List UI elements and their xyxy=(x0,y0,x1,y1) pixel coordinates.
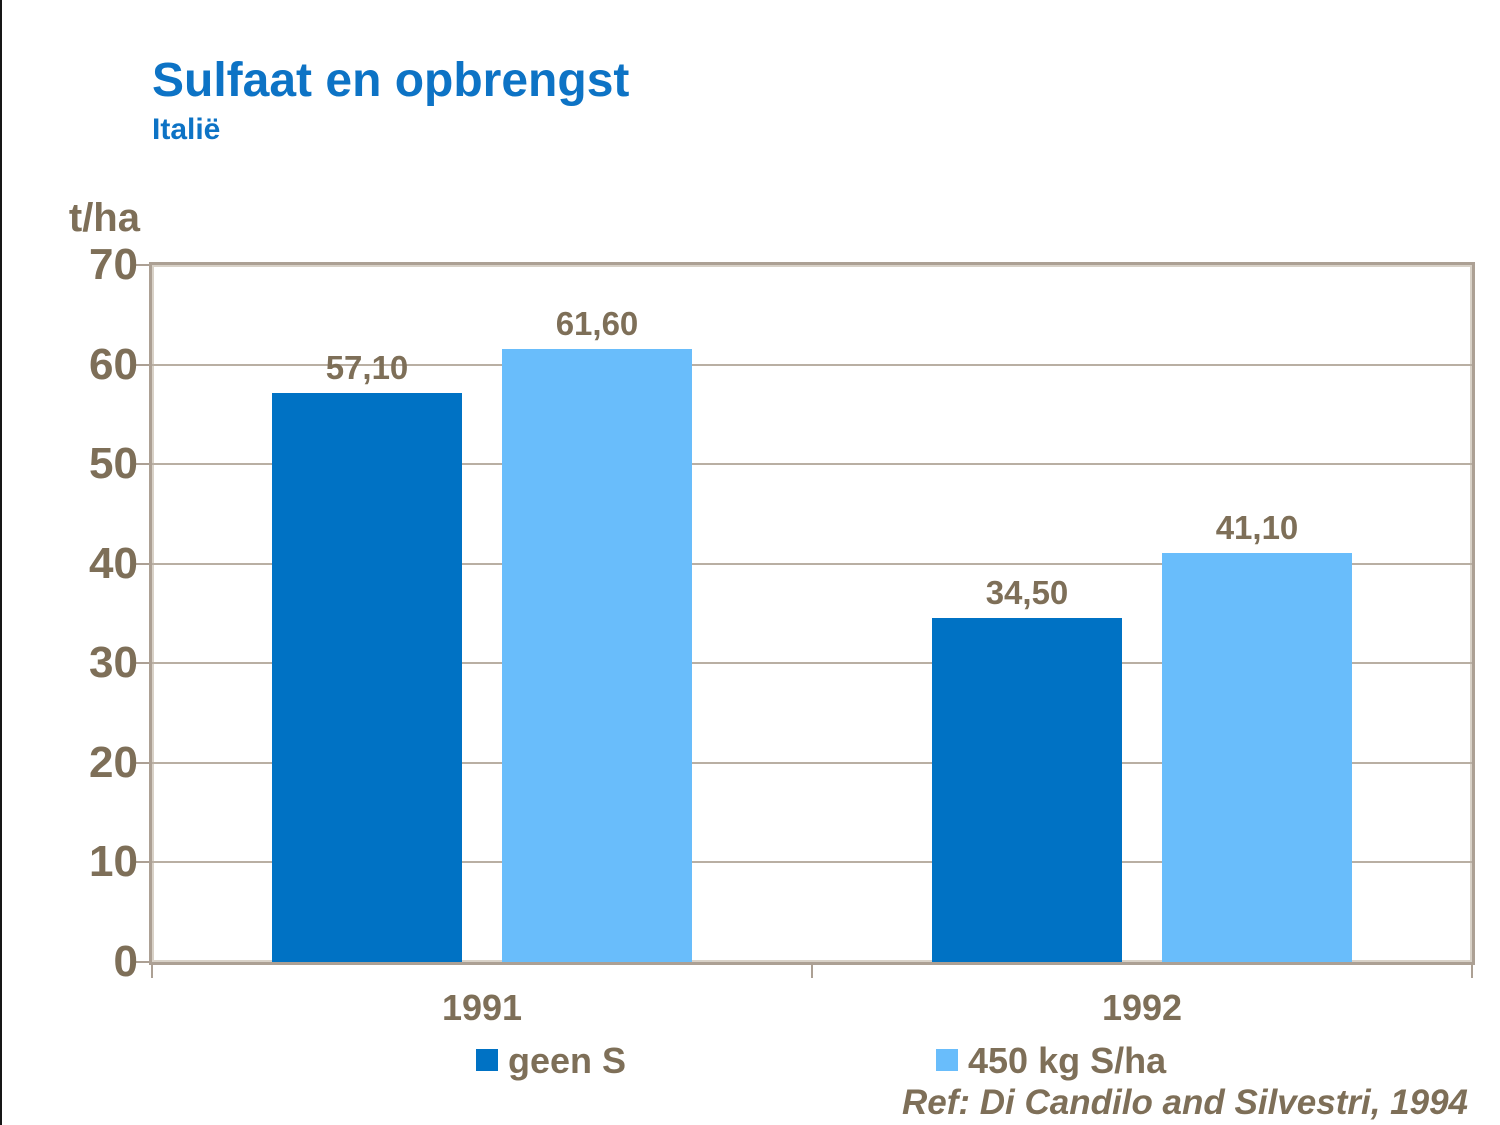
reference-citation: Ref: Di Candilo and Silvestri, 1994 xyxy=(902,1083,1468,1122)
x-tick-mark-0 xyxy=(151,965,153,978)
y-tick-mark-70 xyxy=(131,264,150,266)
x-axis-label-1991: 1991 xyxy=(441,987,523,1028)
bar-value-label: 41,10 xyxy=(1215,509,1299,546)
bar-1992-450-kg-s-ha xyxy=(1162,553,1352,962)
gridline-60 xyxy=(152,364,1472,366)
gridline-10 xyxy=(152,861,1472,863)
chart-title: Sulfaat en opbrengst xyxy=(152,54,630,107)
x-tick-mark-2 xyxy=(1471,965,1473,978)
y-axis-label-20: 20 xyxy=(89,738,138,787)
legend-item-geen-s: geen S xyxy=(476,1040,626,1082)
legend-item-450-kg-s-ha: 450 kg S/ha xyxy=(936,1040,1166,1082)
gridline-40 xyxy=(152,563,1472,565)
legend-label: 450 kg S/ha xyxy=(968,1040,1167,1081)
y-axis-label-70: 70 xyxy=(89,240,138,289)
y-axis-label-50: 50 xyxy=(89,439,138,488)
bar-1991-450-kg-s-ha xyxy=(502,349,692,962)
y-tick-mark-40 xyxy=(131,563,150,565)
x-axis-label-1992: 1992 xyxy=(1101,987,1183,1028)
gridline-30 xyxy=(152,662,1472,664)
bar-value-label: 34,50 xyxy=(985,574,1069,611)
legend-swatch-icon xyxy=(936,1049,958,1071)
y-tick-mark-0 xyxy=(131,961,150,963)
y-tick-mark-50 xyxy=(131,463,150,465)
legend-label: geen S xyxy=(508,1040,627,1081)
x-tick-mark-1 xyxy=(811,965,813,978)
y-tick-mark-20 xyxy=(131,762,150,764)
plot-area: 57,10 61,60 34,50 41,10 xyxy=(131,264,1473,978)
bar-value-label: 57,10 xyxy=(325,349,409,386)
slide-left-edge-line xyxy=(0,0,2,1125)
y-axis-label-0: 0 xyxy=(113,937,138,986)
y-tick-mark-10 xyxy=(131,861,150,863)
legend-swatch-icon xyxy=(476,1049,498,1071)
gridline-20 xyxy=(152,762,1472,764)
gridline-50 xyxy=(152,463,1472,465)
y-tick-mark-30 xyxy=(131,662,150,664)
y-axis-unit-label: t/ha xyxy=(68,196,140,240)
y-axis-label-30: 30 xyxy=(89,638,138,687)
y-axis-label-10: 10 xyxy=(89,837,138,886)
y-axis-label-40: 40 xyxy=(89,539,138,588)
chart-header: Sulfaat en opbrengst Italië xyxy=(152,55,629,148)
bar-1992-geen-s xyxy=(932,618,1122,962)
bar-value-label: 61,60 xyxy=(555,305,639,342)
bar-1991-geen-s xyxy=(272,393,462,962)
y-tick-mark-60 xyxy=(131,364,150,366)
y-axis-label-60: 60 xyxy=(89,340,138,389)
chart-subtitle: Italië xyxy=(152,113,221,146)
